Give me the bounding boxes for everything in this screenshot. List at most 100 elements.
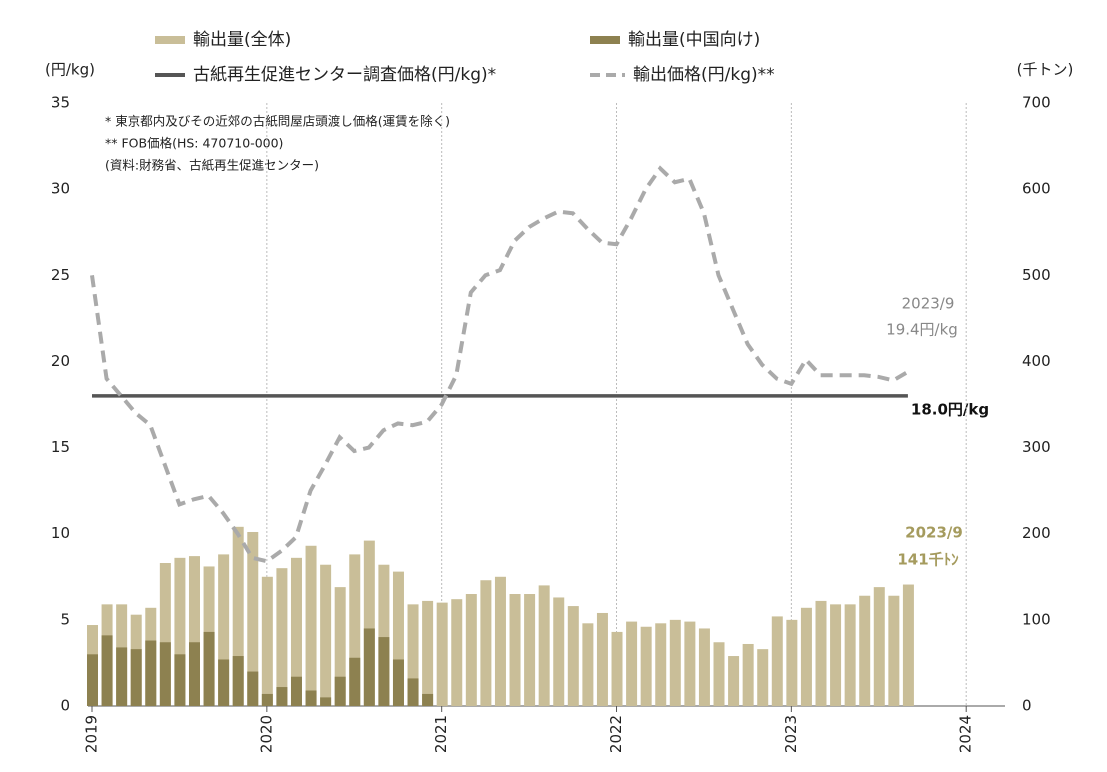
bar — [422, 600, 434, 706]
bar — [174, 557, 186, 706]
x-tick-label: 2023 — [782, 715, 800, 753]
annotation: 19.4円/kg — [886, 321, 958, 339]
bar — [174, 654, 186, 706]
bar — [655, 623, 667, 706]
y-tick-label: 5 — [60, 610, 70, 628]
x-tick-label: 2022 — [607, 715, 625, 753]
note: (資料:財務省、古紙再生促進センター) — [105, 158, 319, 173]
bar — [334, 587, 346, 706]
bar — [305, 690, 317, 706]
bar — [582, 623, 594, 706]
bar — [509, 594, 521, 706]
annotation: 18.0円/kg — [911, 401, 989, 419]
y-tick-label: 0 — [60, 697, 70, 715]
bar — [261, 576, 273, 706]
bar — [276, 687, 288, 706]
bar — [378, 637, 390, 706]
x-tick-label: 2019 — [83, 715, 101, 753]
bar — [392, 659, 404, 706]
bar — [218, 554, 230, 706]
annotation: 2023/9 — [905, 524, 963, 542]
bar — [116, 647, 128, 706]
bar — [290, 557, 302, 706]
legend-label: 輸出量(全体) — [193, 30, 291, 50]
y2-tick-label: 600 — [1022, 180, 1051, 198]
bar — [145, 640, 157, 706]
bar — [232, 526, 244, 706]
bar — [757, 649, 769, 706]
bar — [276, 568, 288, 706]
bar — [101, 635, 113, 706]
bar — [567, 606, 579, 706]
bar — [524, 594, 536, 706]
bar — [159, 642, 171, 706]
y-tick-label: 10 — [51, 524, 70, 542]
line — [90, 165, 909, 564]
bar — [669, 619, 681, 706]
bar — [538, 585, 550, 706]
legend-swatch — [590, 36, 620, 44]
bar — [771, 616, 783, 706]
bar — [378, 564, 390, 706]
annotation: 2023/9 — [902, 295, 955, 313]
bar — [247, 531, 259, 706]
bar — [494, 576, 506, 706]
y-tick-label: 15 — [51, 438, 70, 456]
bar — [407, 678, 419, 706]
bar — [888, 595, 900, 706]
bar — [422, 693, 434, 706]
bar — [392, 571, 404, 706]
y2-tick-label: 200 — [1022, 524, 1051, 542]
annotation: 141千ﾄﾝ — [897, 551, 959, 569]
bar — [451, 599, 463, 706]
bar — [349, 554, 361, 706]
bar — [349, 657, 361, 706]
bar — [188, 642, 200, 706]
note: * 東京都内及びその近郊の古紙問屋店頭渡し価格(運賃を除く) — [105, 114, 450, 129]
legend-label: 輸出価格(円/kg)** — [633, 65, 775, 85]
bar — [786, 619, 798, 706]
x-tick-label: 2021 — [432, 715, 450, 753]
bar — [232, 656, 244, 706]
bar — [247, 671, 259, 706]
y2-tick-label: 400 — [1022, 352, 1051, 370]
bar — [626, 621, 638, 706]
bar — [815, 600, 827, 706]
bar — [320, 564, 332, 706]
bar — [553, 597, 565, 706]
bar — [800, 607, 812, 706]
bar — [203, 631, 215, 706]
y-tick-label: 20 — [51, 352, 70, 370]
y-tick-label: 30 — [51, 180, 70, 198]
bar — [844, 604, 856, 706]
y2-tick-label: 500 — [1022, 266, 1051, 284]
legend-label: 輸出量(中国向け) — [628, 30, 760, 50]
bar — [465, 594, 477, 706]
note: ** FOB価格(HS: 470710-000) — [105, 136, 283, 151]
bar — [873, 587, 885, 706]
bar — [698, 628, 710, 706]
bar — [728, 656, 740, 706]
bar — [480, 580, 492, 706]
bar — [334, 676, 346, 706]
x-tick-label: 2024 — [957, 715, 975, 753]
bar — [320, 697, 332, 706]
bar — [363, 540, 375, 706]
y2-axis-label: (千トン) — [1017, 61, 1074, 79]
bar — [290, 676, 302, 706]
y-tick-label: 35 — [51, 94, 70, 112]
legend-swatch — [155, 36, 185, 44]
bar — [859, 595, 871, 706]
y2-tick-label: 100 — [1022, 610, 1051, 628]
y2-tick-label: 700 — [1022, 94, 1051, 112]
legend-label: 古紙再生促進センター調査価格(円/kg)* — [193, 65, 496, 85]
y2-tick-label: 300 — [1022, 438, 1051, 456]
bar — [742, 643, 754, 706]
bar — [363, 628, 375, 706]
bar — [87, 654, 98, 706]
bar — [596, 612, 608, 706]
bar — [188, 556, 200, 706]
bar — [130, 649, 142, 706]
bar — [611, 631, 623, 706]
